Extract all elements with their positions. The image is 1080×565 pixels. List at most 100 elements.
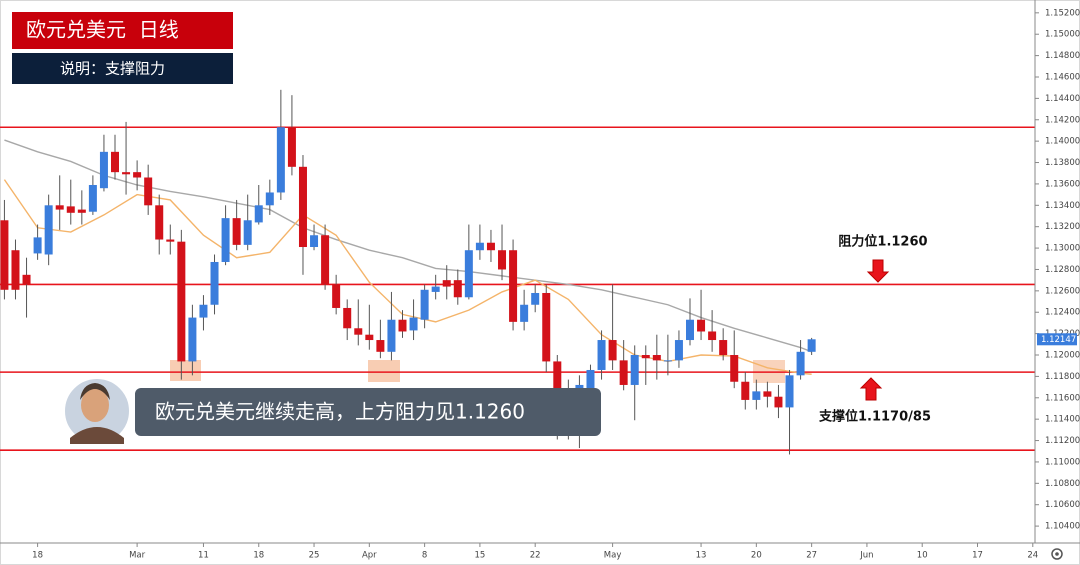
candle-body (376, 340, 385, 352)
candle-body (420, 289, 429, 320)
candle-body (520, 304, 529, 322)
candle-body (752, 391, 761, 400)
candle-body (332, 284, 341, 308)
y-tick-label: 1.12400 (1045, 308, 1080, 318)
candle-body (111, 151, 119, 173)
y-tick-label: 1.10400 (1045, 522, 1080, 532)
candle-body (763, 391, 772, 397)
candle-body (44, 205, 53, 255)
candle-body (387, 319, 396, 352)
caption-box (135, 388, 601, 436)
candle-body (663, 360, 672, 362)
avatar-hair (80, 383, 110, 400)
x-tick-label: 11 (198, 551, 209, 561)
x-tick-label: 10 (917, 551, 928, 561)
candle-body (807, 339, 816, 352)
moving-average (3, 179, 812, 375)
x-tick-label: 24 (1027, 551, 1038, 561)
candle-body (22, 274, 31, 285)
candle-body (708, 331, 717, 341)
candle-body (531, 292, 540, 305)
candle-body (122, 172, 131, 175)
candle-body (199, 304, 208, 318)
candle-body (409, 317, 418, 331)
y-tick-label: 1.14800 (1045, 51, 1080, 61)
candle-body (188, 317, 197, 362)
y-tick-label: 1.11400 (1045, 415, 1080, 425)
x-tick-label: 17 (972, 551, 983, 561)
settings-icon[interactable] (1051, 548, 1063, 560)
candle-body (232, 218, 241, 245)
candle-body (641, 355, 650, 359)
candle-body (486, 242, 495, 251)
candle-body (686, 319, 694, 341)
candle-body (730, 355, 739, 382)
y-tick-label: 1.11800 (1045, 372, 1080, 382)
chart-title: 欧元兑美元 日线 (26, 18, 179, 42)
candle-body (442, 280, 451, 287)
candle-body (697, 319, 706, 332)
y-tick-label: 1.12600 (1045, 286, 1080, 296)
support-label: 支撑位1.1170/85 (818, 409, 931, 425)
down-arrow (866, 259, 890, 283)
candle-body (475, 242, 484, 251)
candle-body (453, 280, 462, 298)
candle-body (630, 355, 639, 385)
candle-body (741, 381, 750, 400)
x-tick-label: 18 (32, 551, 43, 561)
zone (170, 360, 201, 381)
y-tick-label: 1.10600 (1045, 500, 1080, 510)
candle-body (0, 220, 9, 290)
gear-center[interactable] (1055, 552, 1059, 556)
candle-body (77, 209, 86, 213)
y-tick-label: 1.13200 (1045, 222, 1080, 232)
candle-body (597, 340, 606, 370)
candle-body (785, 375, 794, 408)
candle-body (298, 166, 307, 248)
candle-body (276, 127, 285, 193)
x-tick-label: 27 (806, 551, 817, 561)
candle-body (310, 235, 319, 248)
candle-body (254, 205, 263, 223)
gear[interactable] (1051, 548, 1063, 560)
x-tick-label: May (604, 551, 622, 561)
x-tick-label: Jun (859, 551, 873, 561)
y-tick-label: 1.14600 (1045, 72, 1080, 82)
y-tick-label: 1.11600 (1045, 393, 1080, 403)
candle-body (542, 292, 551, 362)
candle-body (652, 355, 661, 361)
x-tick-label: Mar (129, 551, 146, 561)
candle-body (265, 192, 274, 206)
candle-body (796, 351, 805, 376)
candle-body (99, 151, 108, 189)
y-tick-label: 1.13600 (1045, 179, 1080, 189)
candle-body (365, 334, 374, 341)
candle-body (431, 286, 440, 292)
x-tick-label: 25 (309, 551, 320, 561)
up-arrow (859, 377, 883, 401)
candle-body (464, 250, 473, 298)
y-tick-label: 1.10800 (1045, 479, 1080, 489)
candle-body (66, 206, 75, 213)
y-tick-label: 1.14000 (1045, 137, 1080, 147)
candle-body (354, 328, 363, 335)
x-tick-label: Apr (362, 551, 377, 561)
candle-body (608, 340, 617, 361)
x-tick-label: 15 (474, 551, 485, 561)
y-tick-label: 1.14400 (1045, 94, 1080, 104)
candle-body (719, 340, 728, 356)
candle-body (144, 177, 153, 206)
candle-body (88, 184, 97, 212)
y-tick-label: 1.11200 (1045, 436, 1080, 446)
candle-body (674, 340, 683, 361)
candle-body (398, 319, 407, 332)
x-tick-label: 8 (422, 551, 427, 561)
y-tick-label: 1.12800 (1045, 265, 1080, 275)
subtitle-box (12, 53, 233, 84)
subtitle: 说明：支撑阻力 (60, 60, 165, 78)
avatar (63, 377, 131, 445)
x-tick-label: 18 (253, 551, 264, 561)
y-tick-label: 1.12000 (1045, 351, 1080, 361)
